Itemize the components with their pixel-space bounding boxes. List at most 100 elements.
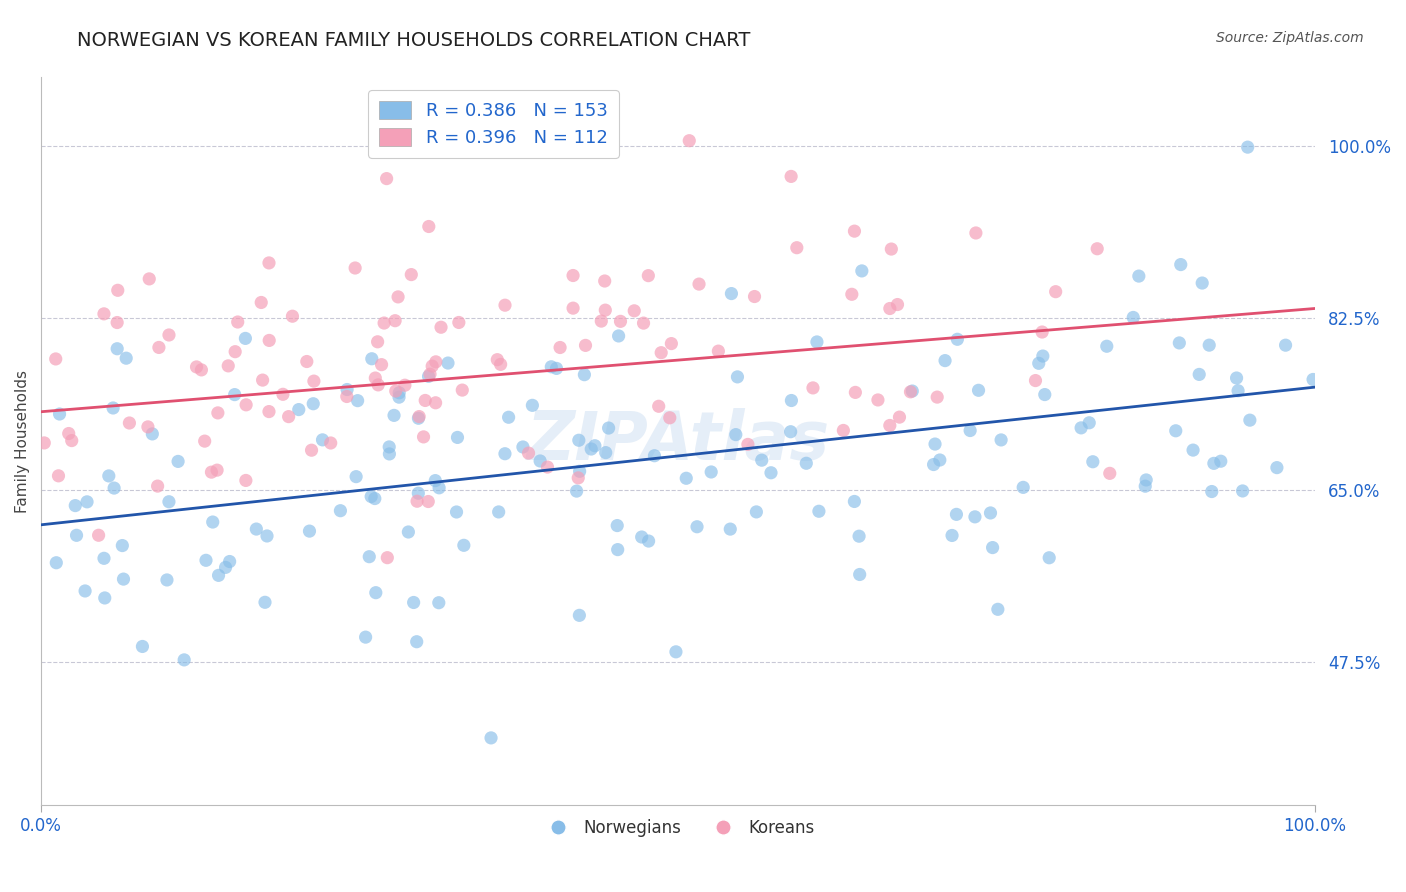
- Text: ZIPAtlas: ZIPAtlas: [526, 409, 830, 475]
- Point: [207, 406, 229, 420]
- Point: [173, 653, 195, 667]
- Point: [396, 524, 419, 539]
- Point: [866, 392, 889, 407]
- Point: [1095, 339, 1118, 353]
- Point: [934, 353, 956, 368]
- Point: [607, 329, 630, 343]
- Point: [93, 551, 115, 566]
- Point: [517, 446, 540, 460]
- Point: [382, 409, 405, 423]
- Point: [745, 505, 768, 519]
- Point: [1128, 269, 1150, 284]
- Point: [1031, 325, 1053, 339]
- Point: [595, 445, 617, 459]
- Point: [446, 505, 468, 519]
- Text: NORWEGIAN VS KOREAN FAMILY HOUSEHOLDS CORRELATION CHART: NORWEGIAN VS KOREAN FAMILY HOUSEHOLDS CO…: [77, 31, 751, 50]
- Point: [724, 427, 747, 442]
- Point: [45, 351, 67, 366]
- Point: [1070, 421, 1092, 435]
- Point: [235, 331, 257, 345]
- Point: [156, 573, 179, 587]
- Point: [661, 336, 683, 351]
- Point: [446, 430, 468, 444]
- Point: [801, 381, 824, 395]
- Point: [373, 316, 395, 330]
- Point: [844, 224, 866, 238]
- Point: [245, 522, 267, 536]
- Point: [105, 316, 128, 330]
- Point: [101, 401, 124, 415]
- Point: [568, 434, 591, 448]
- Point: [344, 469, 367, 483]
- Point: [583, 439, 606, 453]
- Point: [138, 272, 160, 286]
- Point: [1188, 368, 1211, 382]
- Point: [720, 286, 742, 301]
- Point: [186, 359, 208, 374]
- Point: [965, 226, 987, 240]
- Point: [779, 425, 801, 439]
- Point: [375, 171, 398, 186]
- Point: [408, 486, 430, 500]
- Point: [536, 460, 558, 475]
- Point: [257, 334, 280, 348]
- Point: [105, 342, 128, 356]
- Point: [217, 359, 239, 373]
- Point: [65, 499, 87, 513]
- Point: [1202, 456, 1225, 470]
- Point: [623, 303, 645, 318]
- Point: [336, 390, 359, 404]
- Point: [567, 471, 589, 485]
- Point: [927, 390, 949, 404]
- Point: [201, 515, 224, 529]
- Point: [419, 367, 441, 381]
- Point: [214, 560, 236, 574]
- Point: [319, 436, 342, 450]
- Point: [1098, 467, 1121, 481]
- Point: [574, 338, 596, 352]
- Point: [1265, 460, 1288, 475]
- Point: [387, 290, 409, 304]
- Point: [402, 595, 425, 609]
- Point: [922, 458, 945, 472]
- Point: [359, 549, 381, 564]
- Point: [574, 368, 596, 382]
- Point: [637, 268, 659, 283]
- Point: [1274, 338, 1296, 352]
- Point: [1182, 443, 1205, 458]
- Point: [886, 297, 908, 311]
- Point: [1191, 276, 1213, 290]
- Point: [1032, 349, 1054, 363]
- Point: [384, 314, 406, 328]
- Point: [568, 464, 591, 478]
- Point: [832, 424, 855, 438]
- Point: [647, 399, 669, 413]
- Point: [302, 374, 325, 388]
- Point: [136, 420, 159, 434]
- Point: [924, 437, 946, 451]
- Point: [252, 373, 274, 387]
- Point: [981, 541, 1004, 555]
- Point: [1227, 384, 1250, 398]
- Point: [425, 474, 447, 488]
- Point: [87, 528, 110, 542]
- Point: [384, 384, 406, 398]
- Point: [786, 241, 808, 255]
- Point: [394, 378, 416, 392]
- Point: [1201, 484, 1223, 499]
- Point: [207, 568, 229, 582]
- Point: [959, 424, 981, 438]
- Point: [378, 440, 401, 454]
- Point: [643, 449, 665, 463]
- Point: [665, 645, 688, 659]
- Point: [987, 602, 1010, 616]
- Point: [94, 591, 117, 605]
- Point: [678, 134, 700, 148]
- Point: [633, 316, 655, 330]
- Point: [807, 504, 830, 518]
- Point: [425, 355, 447, 369]
- Point: [194, 434, 217, 449]
- Point: [97, 469, 120, 483]
- Point: [967, 384, 990, 398]
- Point: [744, 289, 766, 303]
